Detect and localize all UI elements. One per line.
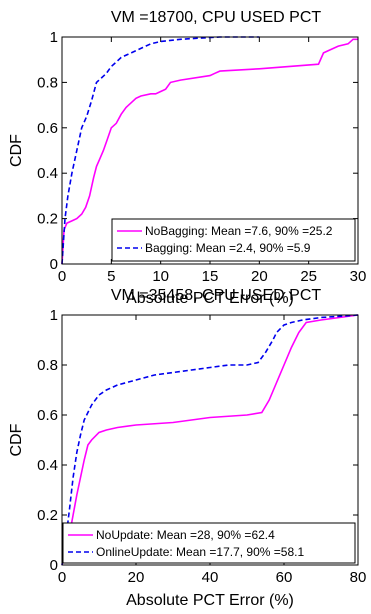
legend-label-nobagging: NoBagging: Mean =7.6, 90% =25.2 (145, 224, 333, 238)
series-lines (61, 314, 359, 566)
x-tick-label: 30 (350, 268, 367, 285)
x-tick-label: 0 (58, 569, 66, 586)
chart-title: VM =18700, CPU USED PCT (111, 9, 322, 26)
x-tick-label: 40 (202, 569, 219, 586)
x-tick-label: 25 (300, 268, 317, 285)
x-axis-label: Absolute PCT Error (%) (126, 290, 294, 307)
legend-box (111, 218, 356, 262)
x-tick-label: 0 (58, 268, 66, 285)
plot-frame (61, 314, 359, 566)
y-tick-label: 0.4 (37, 457, 58, 474)
x-tick-label: 5 (107, 268, 115, 285)
legend-label-noupdate: NoUpdate: Mean =28, 90% =62.4 (96, 528, 275, 542)
x-tick-label: 15 (202, 268, 219, 285)
series-lines (61, 36, 358, 265)
x-tick-label: 80 (350, 569, 367, 586)
series-line-1 (61, 314, 359, 566)
x-axis-label: Absolute PCT Error (%) (126, 592, 294, 609)
y-tick-label: 0.6 (37, 120, 58, 137)
legend-label-bagging: Bagging: Mean =2.4, 90% =5.9 (145, 241, 311, 255)
y-tick-label: 0.8 (37, 74, 58, 91)
x-tick-label: 10 (152, 268, 169, 285)
legend: NoUpdate: Mean =28, 90% =62.4 OnlineUpda… (62, 522, 356, 564)
y-tick-label: 0 (50, 557, 58, 574)
x-tick-label: 20 (251, 268, 268, 285)
series-line-0 (61, 314, 359, 566)
plot-frame (61, 36, 359, 265)
legend: NoBagging: Mean =7.6, 90% =25.2 Bagging:… (111, 218, 356, 262)
y-axis-label: CDF (8, 423, 25, 456)
y-tick-label: 0.6 (37, 407, 58, 424)
y-tick-label: 0.8 (37, 357, 58, 374)
y-tick-label: 0.2 (37, 507, 58, 524)
chart-title: VM =35458, CPU USED PCT (111, 287, 322, 304)
x-tick-label: 20 (128, 569, 145, 586)
ticks: 0 20 40 60 80 0 0.2 0.4 0.6 0.8 1 (37, 307, 366, 586)
y-tick-label: 1 (50, 29, 58, 46)
y-tick-label: 1 (50, 307, 58, 324)
series-line-0 (61, 38, 358, 265)
legend-box (62, 522, 356, 564)
chart-top: VM =18700, CPU USED PCT Absolute PCT Err… (8, 9, 366, 307)
x-tick-label: 60 (276, 569, 293, 586)
y-tick-label: 0 (50, 256, 58, 273)
y-axis-label: CDF (8, 134, 25, 167)
y-tick-label: 0.4 (37, 165, 58, 182)
chart-bottom: VM =35458, CPU USED PCT Absolute PCT Err… (8, 287, 366, 609)
series-line-1 (61, 36, 260, 265)
y-tick-label: 0.2 (37, 211, 58, 228)
legend-label-onlineupdate: OnlineUpdate: Mean =17.7, 90% =58.1 (96, 545, 304, 559)
